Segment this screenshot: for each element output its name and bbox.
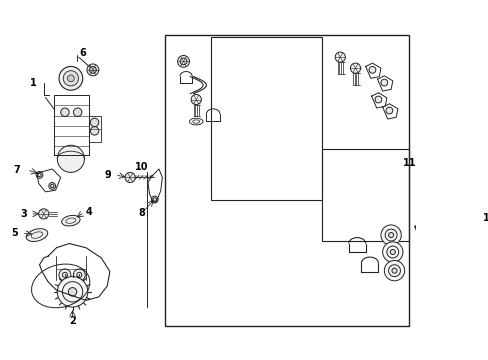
Circle shape xyxy=(61,108,69,116)
Bar xyxy=(210,37,322,200)
Circle shape xyxy=(39,209,49,219)
Circle shape xyxy=(374,96,381,103)
Circle shape xyxy=(67,75,74,82)
Text: 10: 10 xyxy=(135,162,148,172)
Text: 6: 6 xyxy=(79,48,86,58)
Circle shape xyxy=(479,139,488,150)
Circle shape xyxy=(350,63,360,73)
Text: 2: 2 xyxy=(69,316,76,327)
Circle shape xyxy=(73,108,81,116)
Circle shape xyxy=(87,64,99,76)
Circle shape xyxy=(59,269,71,281)
Circle shape xyxy=(385,107,392,114)
Text: 7: 7 xyxy=(13,165,20,175)
Circle shape xyxy=(59,67,82,90)
Text: 3: 3 xyxy=(20,209,27,219)
Circle shape xyxy=(57,145,84,172)
Text: 4: 4 xyxy=(86,207,93,217)
Text: 1: 1 xyxy=(30,77,37,87)
Circle shape xyxy=(423,233,431,242)
Circle shape xyxy=(125,172,135,183)
Circle shape xyxy=(457,158,467,168)
Circle shape xyxy=(151,196,158,203)
Circle shape xyxy=(191,94,201,105)
Text: 9: 9 xyxy=(104,170,111,180)
Circle shape xyxy=(36,171,43,178)
Circle shape xyxy=(90,127,99,135)
Circle shape xyxy=(389,249,394,255)
Circle shape xyxy=(334,52,345,62)
Circle shape xyxy=(49,183,56,189)
Ellipse shape xyxy=(189,118,203,125)
Circle shape xyxy=(382,242,402,262)
Text: 8: 8 xyxy=(138,208,145,218)
Circle shape xyxy=(63,71,79,86)
Circle shape xyxy=(68,288,77,296)
Ellipse shape xyxy=(61,215,80,226)
Circle shape xyxy=(461,39,464,42)
Text: 12: 12 xyxy=(482,213,488,223)
Circle shape xyxy=(388,233,393,238)
Bar xyxy=(164,35,408,327)
Circle shape xyxy=(89,67,96,73)
Circle shape xyxy=(177,55,189,67)
Circle shape xyxy=(391,268,396,273)
Text: 11: 11 xyxy=(402,158,416,168)
Text: 5: 5 xyxy=(12,228,18,238)
Circle shape xyxy=(57,276,88,307)
Circle shape xyxy=(457,124,467,134)
Circle shape xyxy=(380,79,387,86)
Bar xyxy=(322,149,408,241)
Circle shape xyxy=(90,118,99,127)
Circle shape xyxy=(384,261,404,281)
Circle shape xyxy=(368,67,375,73)
Circle shape xyxy=(73,269,85,281)
Circle shape xyxy=(380,225,401,245)
Circle shape xyxy=(455,33,469,47)
Ellipse shape xyxy=(26,229,48,242)
Circle shape xyxy=(444,228,452,237)
